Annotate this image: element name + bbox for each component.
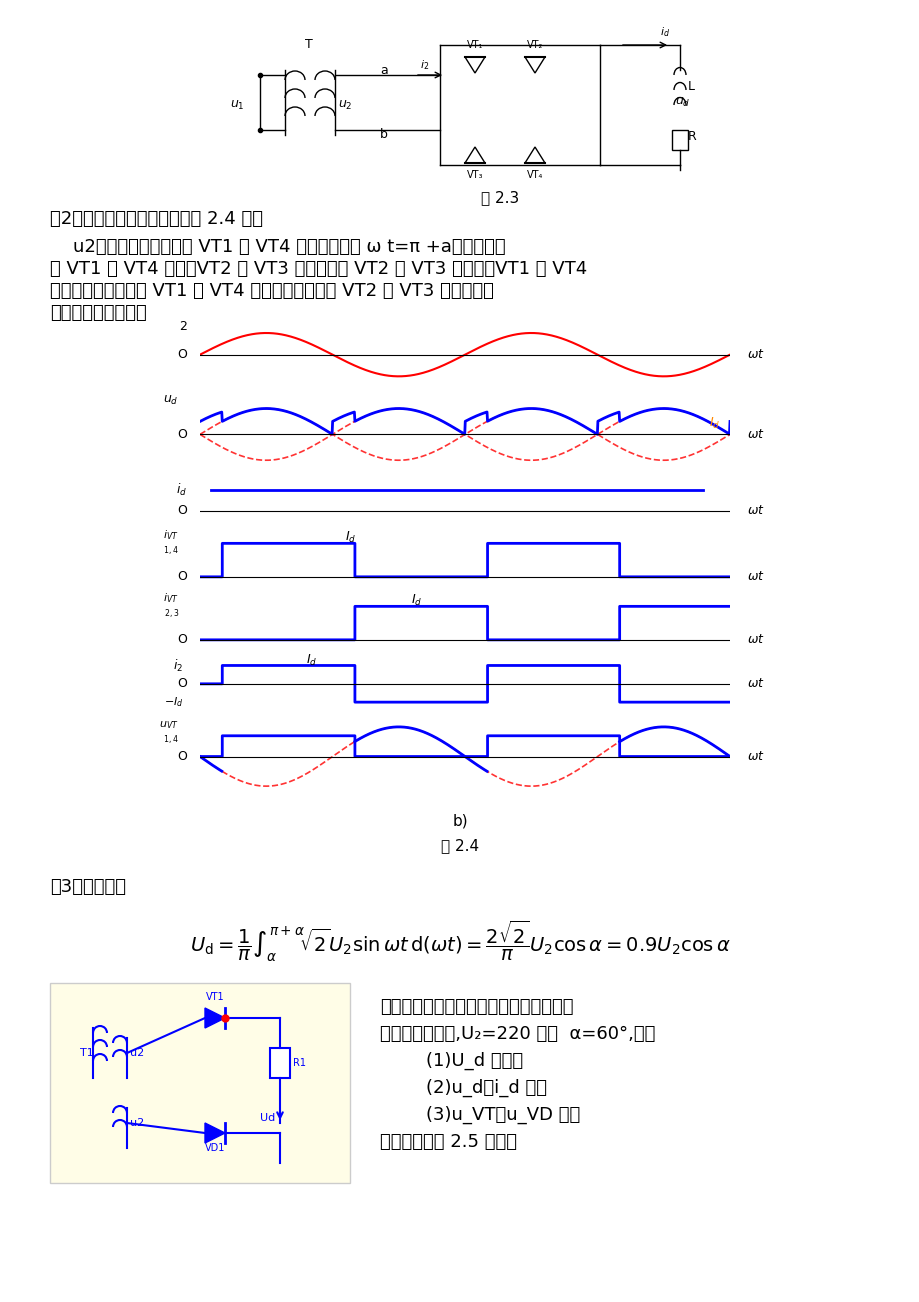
Text: O: O <box>177 428 187 441</box>
Polygon shape <box>205 1124 225 1143</box>
Text: u2过零变负时，晶闸管 VT1 和 VT4 并不关断。至 ω t=π +a时刻，晶闸: u2过零变负时，晶闸管 VT1 和 VT4 并不关断。至 ω t=π +a时刻，… <box>50 238 505 256</box>
Text: $-I_d$: $-I_d$ <box>164 695 183 710</box>
Text: $i_2$: $i_2$ <box>420 59 429 72</box>
Text: O: O <box>177 504 187 517</box>
Text: $u_d$: $u_d$ <box>164 395 178 408</box>
Text: u2: u2 <box>130 1118 144 1128</box>
Text: T: T <box>305 39 312 52</box>
Text: 承受反压关断，流过 VT1 和 VT4 的电流迅速转移到 VT2 和 VT3 上，此过程: 承受反压关断，流过 VT1 和 VT4 的电流迅速转移到 VT2 和 VT3 上… <box>50 283 494 299</box>
Text: $i_2$: $i_2$ <box>173 658 183 673</box>
Text: 图 2.3: 图 2.3 <box>481 190 518 204</box>
Text: (3)u_VT、u_VD 波形: (3)u_VT、u_VD 波形 <box>380 1105 580 1124</box>
Text: 例题一已知全波整流电路由一只晶闸管和: 例题一已知全波整流电路由一只晶闸管和 <box>380 999 573 1016</box>
Text: $\omega t$: $\omega t$ <box>746 570 764 583</box>
Text: 管 VT1 和 VT4 关断，VT2 和 VT3 两管导通。 VT2 和 VT3 导通后，VT1 和 VT4: 管 VT1 和 VT4 关断，VT2 和 VT3 两管导通。 VT2 和 VT3… <box>50 260 586 279</box>
Text: VT₂: VT₂ <box>527 40 542 49</box>
Text: Ud: Ud <box>260 1113 275 1124</box>
Text: $u_1$: $u_1$ <box>230 99 244 112</box>
Text: R1: R1 <box>292 1059 306 1068</box>
Text: $\omega t$: $\omega t$ <box>746 633 764 646</box>
Text: $\omega t$: $\omega t$ <box>746 504 764 517</box>
Text: u2: u2 <box>130 1048 144 1059</box>
Text: R: R <box>687 130 696 143</box>
Text: $2$: $2$ <box>178 320 187 333</box>
Text: 图 2.4: 图 2.4 <box>440 838 479 853</box>
Text: $i_d$: $i_d$ <box>176 482 187 497</box>
Text: O: O <box>177 633 187 646</box>
Text: O: O <box>177 348 187 361</box>
Text: b: b <box>380 129 388 142</box>
Text: $I_d$: $I_d$ <box>411 592 422 608</box>
Text: T1: T1 <box>80 1048 94 1059</box>
Polygon shape <box>205 1008 225 1029</box>
Text: VT1: VT1 <box>206 992 224 1003</box>
Text: $U_\mathrm{d} = \dfrac{1}{\pi}\int_{\alpha}^{\pi+\alpha}\!\sqrt{2}U_2\sin\omega : $U_\mathrm{d} = \dfrac{1}{\pi}\int_{\alp… <box>189 918 730 963</box>
Text: $\omega t$: $\omega t$ <box>746 750 764 763</box>
Text: (2)u_d、i_d 波形: (2)u_d、i_d 波形 <box>380 1079 547 1098</box>
Text: L: L <box>687 79 694 92</box>
FancyBboxPatch shape <box>269 1048 289 1078</box>
Text: VT₄: VT₄ <box>527 171 542 180</box>
Text: $i_d$: $i_d$ <box>659 25 669 39</box>
Text: $I_d$: $I_d$ <box>306 654 317 668</box>
Text: $\omega t$: $\omega t$ <box>746 428 764 441</box>
Text: VD1: VD1 <box>205 1143 225 1154</box>
Text: O: O <box>177 677 187 690</box>
Text: （2）工作原理及波形分析如图 2.4 所示: （2）工作原理及波形分析如图 2.4 所示 <box>50 210 263 228</box>
Text: $i_{VT}$
$_{1,4}$: $i_{VT}$ $_{1,4}$ <box>163 529 178 559</box>
Text: O: O <box>177 750 187 763</box>
FancyBboxPatch shape <box>671 130 687 150</box>
Text: $u_2$: $u_2$ <box>337 99 352 112</box>
Text: b): b) <box>452 812 467 828</box>
Text: （3）数量关系: （3）数量关系 <box>50 878 126 896</box>
Text: $I_d$: $I_d$ <box>709 415 720 431</box>
Text: 解：波形如图 2.5 所示。: 解：波形如图 2.5 所示。 <box>380 1133 516 1151</box>
Text: a: a <box>380 64 387 77</box>
Text: 一只二极管组成,U₂=220 伏，  α=60°,求：: 一只二极管组成,U₂=220 伏， α=60°,求： <box>380 1025 654 1043</box>
Text: $u_{VT}$
$_{1,4}$: $u_{VT}$ $_{1,4}$ <box>159 719 178 746</box>
Text: (1)U_d 表达式: (1)U_d 表达式 <box>380 1052 523 1070</box>
FancyBboxPatch shape <box>50 983 349 1184</box>
Text: $I_d$: $I_d$ <box>345 530 356 546</box>
Text: $\omega t$: $\omega t$ <box>746 348 764 361</box>
Text: 称换相，亦称换流。: 称换相，亦称换流。 <box>50 303 147 322</box>
Text: $u_d$: $u_d$ <box>675 96 690 109</box>
Text: VT₃: VT₃ <box>466 171 482 180</box>
Text: VT₁: VT₁ <box>466 40 482 49</box>
Text: O: O <box>177 570 187 583</box>
Text: $i_{VT}$
$_{2,3}$: $i_{VT}$ $_{2,3}$ <box>163 591 178 621</box>
Text: $\omega t$: $\omega t$ <box>746 677 764 690</box>
